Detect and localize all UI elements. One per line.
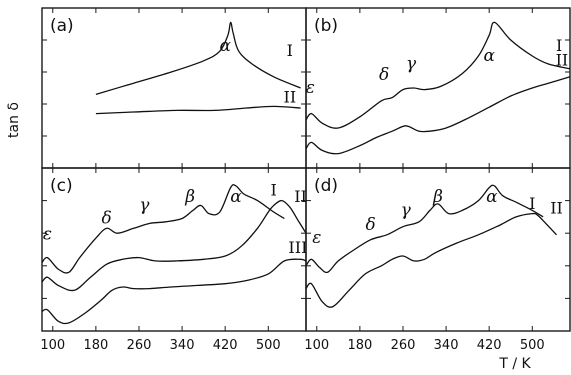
- panel-c-frame: [41, 167, 307, 332]
- panel-c-peak-label: δ: [102, 208, 112, 228]
- panel-d-peak-label: ε: [312, 228, 321, 248]
- panel-a-frame: [41, 7, 307, 169]
- x-tick-label: 180: [347, 338, 372, 353]
- panel-d-peak-label: γ: [401, 200, 412, 220]
- panel-b-curve-I: [305, 21, 571, 129]
- panel-a-series-label-II: II: [284, 87, 297, 106]
- panel-b-series-label-II: II: [556, 51, 569, 70]
- panel-c-peak-label: α: [230, 187, 242, 207]
- panel-c-peak-label: γ: [139, 195, 150, 215]
- panel-d-series-label-II: II: [550, 199, 563, 218]
- x-tick-label: 500: [520, 338, 545, 353]
- panel-b-series-label-I: I: [556, 36, 562, 55]
- x-tick-label: 180: [83, 338, 108, 353]
- panel-d-series-label-I: I: [529, 194, 535, 213]
- x-axis-label: T / K: [498, 356, 531, 372]
- x-tick-label: 260: [127, 338, 152, 353]
- panel-d-peak-label: β: [432, 187, 443, 207]
- panel-c-series-label-III: III: [288, 238, 307, 257]
- x-tick-label: 100: [304, 338, 329, 353]
- x-tick-label: 340: [434, 338, 459, 353]
- x-tick-label: 420: [477, 338, 502, 353]
- panel-c-curve-I: [41, 184, 285, 274]
- panel-b-label: (b): [314, 16, 338, 36]
- panel-d-frame: [305, 167, 571, 332]
- panel-b-curve-II: [305, 76, 571, 155]
- y-axis-label: tan δ: [6, 102, 22, 138]
- panel-b-peak-label: γ: [406, 54, 417, 74]
- x-tick-label: 100: [40, 338, 65, 353]
- panel-b-peak-label: ε: [306, 78, 315, 98]
- panel-c-series-label-I: I: [271, 181, 277, 200]
- panel-a-label: (a): [50, 16, 74, 36]
- panel-c-label: (c): [50, 176, 73, 196]
- panel-c-curve-III: [41, 258, 307, 325]
- panel-a-curve-I: [95, 21, 301, 96]
- panel-d-curve-II: [305, 212, 557, 308]
- panel-d-curve-I: [305, 184, 544, 274]
- panel-a-peak-label: α: [219, 36, 231, 56]
- x-tick-label: 340: [170, 338, 195, 353]
- x-tick-label: 500: [256, 338, 281, 353]
- x-tick-label: 420: [213, 338, 238, 353]
- panel-d-peak-label: α: [486, 187, 498, 207]
- panel-c-curve-II: [41, 199, 307, 292]
- panel-a-series-label-I: I: [287, 41, 293, 60]
- panel-d-label: (d): [314, 176, 338, 196]
- panel-c-peak-label: ε: [43, 225, 52, 245]
- panel-b-peak-label: δ: [379, 65, 389, 85]
- x-tick-label: 260: [391, 338, 416, 353]
- panel-c-series-label-II: II: [294, 187, 307, 206]
- panel-a-curve-II: [95, 105, 301, 115]
- panel-b-peak-label: α: [483, 46, 495, 66]
- panel-d-peak-label: δ: [366, 215, 376, 235]
- panel-c-peak-label: β: [184, 187, 195, 207]
